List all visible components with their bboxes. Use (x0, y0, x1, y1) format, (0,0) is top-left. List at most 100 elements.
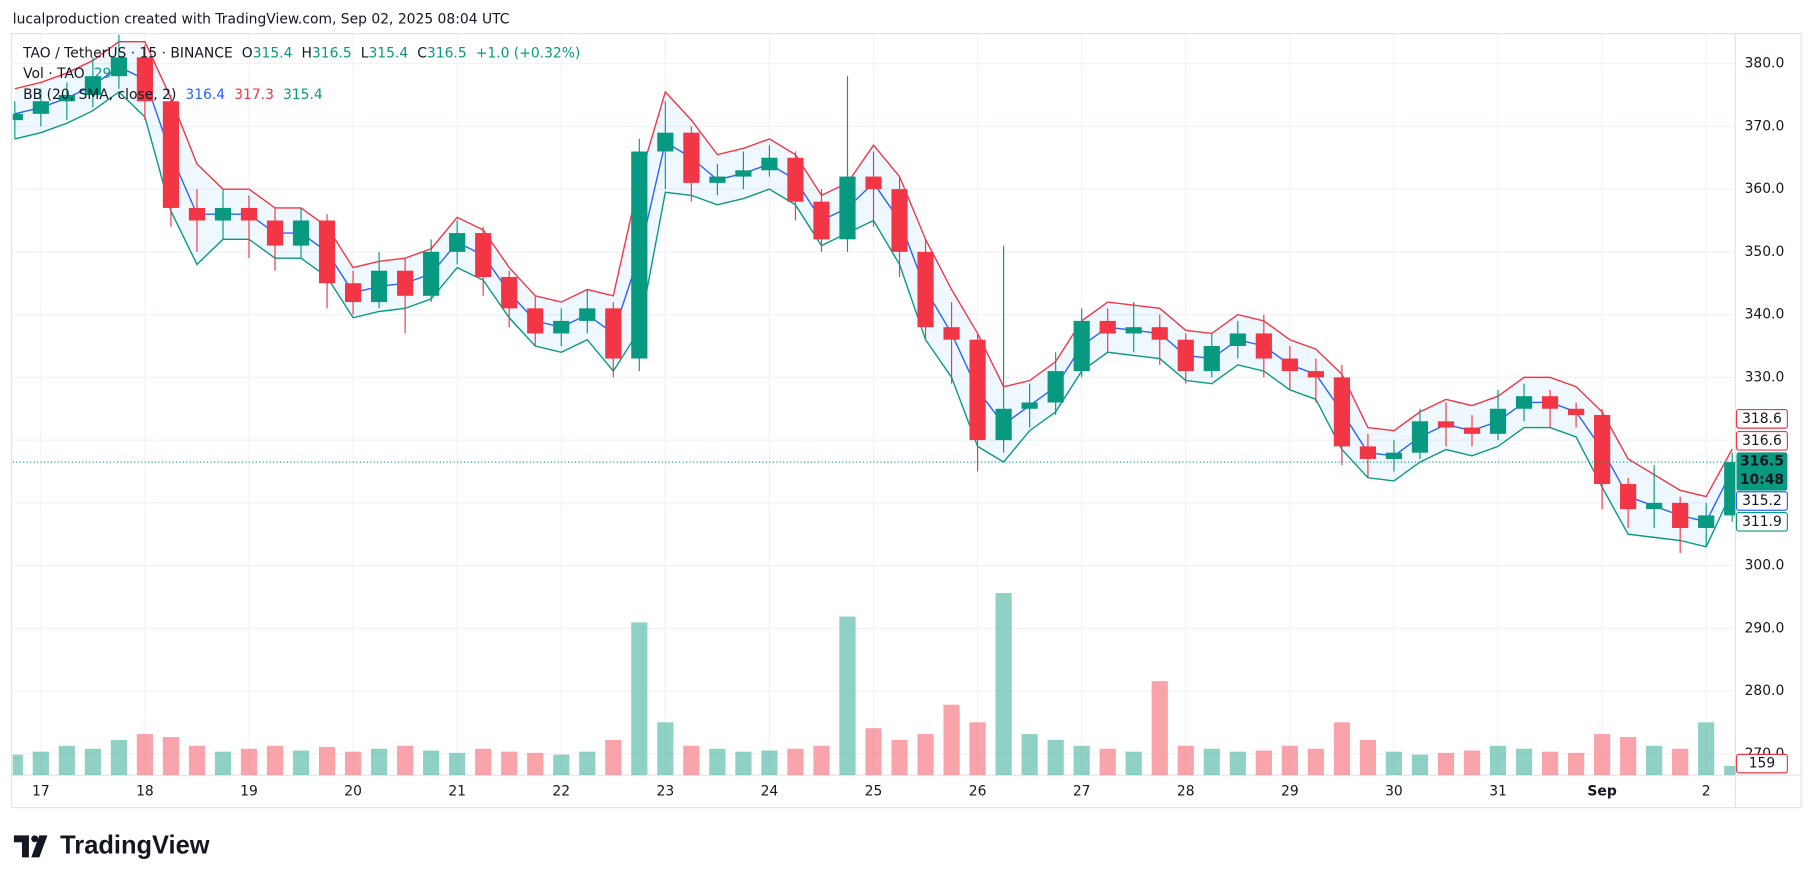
ohlc-key: L (361, 45, 369, 61)
axes: 270.0280.0290.0300.0310.0320.0330.0340.0… (32, 56, 1788, 799)
candle-body (266, 220, 284, 246)
candle-body (1594, 415, 1611, 485)
volume-bar (1724, 765, 1736, 776)
volume-bar (188, 745, 206, 776)
chart-frame (10, 33, 1802, 809)
volume-bar (240, 748, 258, 776)
candle-body (397, 270, 414, 296)
candle-body (1359, 446, 1377, 459)
candle-body (1125, 327, 1142, 334)
candle-body (865, 176, 882, 190)
volume-bar (1047, 739, 1064, 776)
volume-bar (1489, 745, 1507, 776)
candle-body (553, 320, 570, 334)
volume-bar (917, 734, 934, 776)
price-label-box (1735, 511, 1788, 532)
candle-body (449, 233, 466, 252)
x-tick-label: 25 (865, 783, 883, 799)
candle-body (943, 327, 960, 340)
volume-bar (423, 750, 440, 776)
volume-bar (1515, 748, 1533, 776)
ohlc-value: 316.5 (427, 45, 467, 61)
volume-bar (475, 748, 492, 776)
x-tick-label: 26 (969, 783, 987, 799)
candle-body (1463, 427, 1481, 434)
volume-bar (1073, 745, 1090, 776)
price-label-box (1735, 409, 1788, 429)
volume-bar (1594, 734, 1611, 776)
price-label-box (1736, 452, 1788, 491)
volume-bar (1385, 751, 1403, 776)
x-tick-label: 27 (1073, 783, 1091, 799)
candle-body (1489, 408, 1507, 434)
volume-bar (110, 739, 127, 776)
candle-body (761, 157, 778, 171)
price-label-box (1735, 753, 1788, 774)
y-tick-label: 380.0 (1745, 56, 1785, 72)
attribution: lucalproduction created with TradingView… (13, 12, 510, 28)
volume-bar (1333, 722, 1350, 776)
volume-bar (709, 748, 726, 776)
volume-bar (1307, 748, 1324, 776)
ohlc-value: 316.5 (312, 45, 352, 61)
candle-body (683, 132, 700, 183)
volume-bar (136, 734, 154, 776)
volume-bar (1541, 751, 1559, 776)
volume-bar (371, 748, 388, 776)
bb-legend: BB (20, SMA, close, 2) 316.4 317.3 315.4 (23, 87, 323, 103)
change: +1.0 (+0.32%) (476, 45, 581, 61)
candle-body (214, 207, 232, 221)
x-tick-label: 17 (32, 783, 50, 799)
candle-body (605, 308, 622, 359)
volume-bar (943, 704, 960, 776)
volume-bar (683, 745, 700, 776)
volume-bar (344, 751, 362, 776)
volume-bar (1177, 745, 1194, 776)
candle-body (344, 283, 362, 303)
candle-body (1672, 502, 1689, 528)
volume-bar (1698, 722, 1715, 776)
candle-body (1255, 333, 1272, 359)
price-label: 316.6 (1742, 433, 1782, 449)
candle-body (1515, 396, 1533, 409)
price-label: 316.5 (1740, 454, 1784, 470)
volume-bar (214, 751, 232, 776)
candle-body (1411, 421, 1429, 453)
y-tick-label: 360.0 (1745, 181, 1785, 197)
volume-bar (761, 750, 778, 776)
volume-bar (84, 748, 101, 776)
volume-bar (12, 754, 23, 776)
candle-body (423, 251, 440, 296)
volume-bar (527, 752, 544, 776)
volume-bar (865, 728, 882, 776)
x-tick-label: 29 (1281, 783, 1299, 799)
volume-bar (1411, 754, 1429, 776)
volume-value: 29 (94, 66, 112, 82)
candle-body (1203, 345, 1220, 372)
volume-bar (969, 722, 986, 776)
volume-name: Vol · TAO (23, 66, 85, 82)
candle-body (240, 207, 258, 221)
candle-body (1073, 320, 1090, 372)
candle-body (527, 308, 544, 334)
candle-body (136, 57, 154, 102)
volume-bar (1229, 751, 1246, 776)
volume-bar (449, 752, 466, 776)
volume-bar (995, 593, 1012, 776)
bb-name: BB (20, SMA, close, 2) (23, 87, 176, 103)
candle-body (1047, 371, 1064, 403)
candle-body (32, 101, 49, 114)
volume-bar (735, 751, 752, 776)
x-tick-label: 20 (344, 783, 362, 799)
bb-value: 315.4 (283, 87, 323, 103)
candle-body (787, 157, 804, 202)
volume-bar (1567, 752, 1585, 776)
logo-dot (31, 835, 39, 843)
candle-body (188, 207, 206, 221)
volume-bar (605, 739, 622, 776)
x-tick-label: 23 (657, 783, 675, 799)
ohlc-key: H (301, 45, 311, 61)
x-tick-label: 19 (240, 783, 258, 799)
